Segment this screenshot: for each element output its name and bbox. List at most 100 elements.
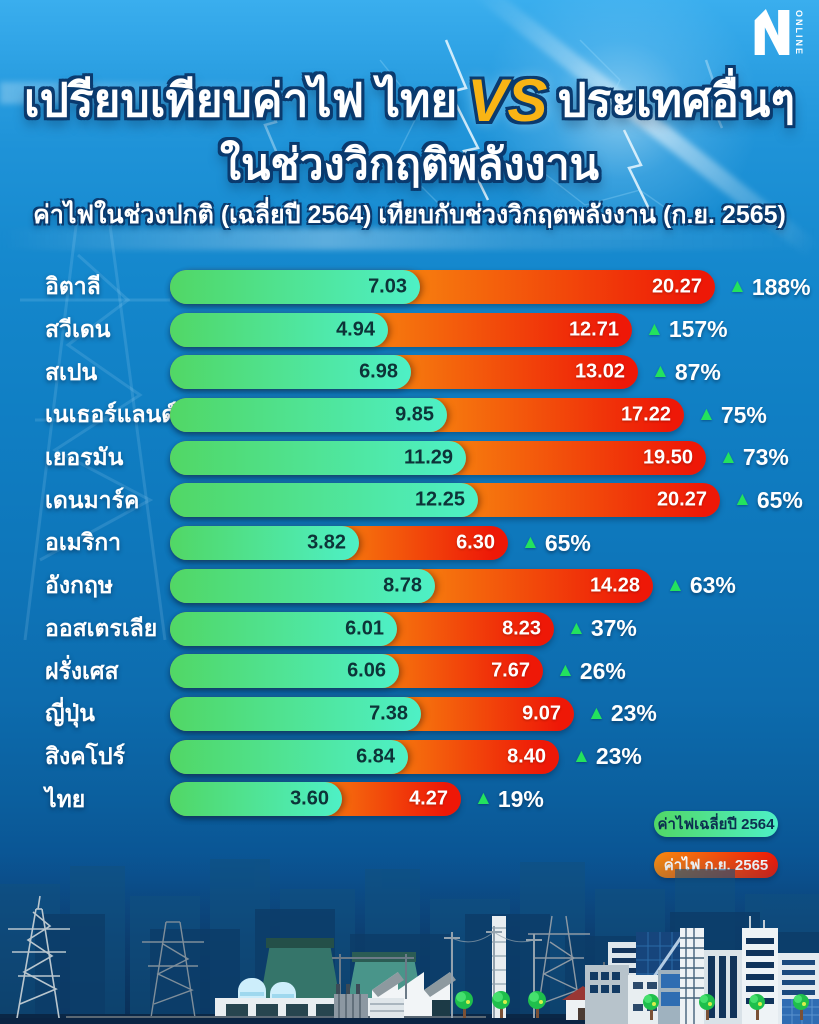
up-triangle-icon: ▲ [556, 660, 575, 682]
bar-track: 20.27 12.25 ▲ 65% [170, 483, 819, 518]
normal-bar: 9.85 [170, 398, 447, 433]
crisis-value: 9.07 [522, 702, 561, 725]
trees-right [643, 994, 809, 1020]
change-percent: ▲ 157% [645, 313, 728, 347]
legend-normal-pill: ค่าไฟเฉลี่ยปี 2564 [654, 811, 778, 837]
chart-row: ไทย 4.27 3.60 ▲ 19% [0, 778, 819, 821]
bar-track: 13.02 6.98 ▲ 87% [170, 355, 819, 390]
change-percent: ▲ 63% [666, 569, 736, 603]
normal-value: 6.01 [345, 617, 384, 639]
up-triangle-icon: ▲ [474, 788, 493, 810]
percent-text: 19% [497, 785, 544, 812]
chart-row: อเมริกา 6.30 3.82 ▲ 65% [0, 522, 819, 565]
bar-track: 4.27 3.60 ▲ 19% [170, 782, 819, 817]
normal-value: 6.84 [356, 745, 395, 768]
crisis-value: 20.27 [656, 488, 707, 511]
normal-value: 8.78 [383, 574, 422, 597]
crisis-value: 20.27 [651, 275, 702, 298]
change-percent: ▲ 37% [567, 612, 637, 646]
country-label: เนเธอร์แลนด์ [45, 401, 177, 428]
bar-track: 20.27 7.03 ▲ 188% [170, 270, 819, 304]
crisis-value: 12.71 [568, 318, 619, 341]
country-label: สวีเดน [45, 316, 111, 343]
normal-bar: 4.94 [170, 312, 388, 347]
normal-bar: 6.06 [170, 654, 399, 689]
change-percent: ▲ 65% [521, 526, 591, 560]
chart-row: อังกฤษ 14.28 8.78 ▲ 63% [0, 565, 819, 608]
normal-value: 9.85 [395, 403, 434, 426]
change-percent: ▲ 87% [651, 355, 721, 389]
crisis-value: 6.30 [456, 531, 495, 554]
percent-text: 37% [590, 615, 637, 641]
chart-row: ฝรั่งเศส 7.67 6.06 ▲ 26% [0, 650, 819, 693]
country-label: ไทย [45, 785, 86, 812]
normal-value: 3.60 [290, 787, 329, 810]
normal-bar: 7.03 [170, 270, 420, 304]
normal-bar: 7.38 [170, 696, 421, 731]
up-triangle-icon: ▲ [728, 276, 747, 297]
title-line2-text: ในช่วงวิกฤติพลังงาน [219, 141, 600, 189]
normal-value: 7.38 [369, 702, 408, 725]
crisis-value: 8.23 [502, 617, 541, 639]
normal-bar: 11.29 [170, 440, 466, 475]
bar-track: 9.07 7.38 ▲ 23% [170, 696, 819, 731]
subtitle: ค่าไฟในช่วงปกติ (เฉลี่ยปี 2564) เทียบกับ… [33, 201, 786, 229]
country-label: ญี่ปุ่น [45, 700, 95, 727]
crisis-value: 19.50 [642, 446, 693, 469]
change-percent: ▲ 23% [587, 697, 657, 731]
normal-bar: 6.84 [170, 739, 408, 774]
chart-row: ออสเตรเลีย 8.23 6.01 ▲ 37% [0, 608, 819, 651]
page-title-line1: เปรียบเทียบค่าไฟ ไทย VS ประเทศอื่นๆ [0, 56, 819, 144]
percent-text: 157% [668, 316, 728, 343]
change-percent: ▲ 23% [572, 740, 642, 774]
normal-bar: 8.78 [170, 568, 435, 603]
percent-text: 188% [751, 273, 811, 300]
percent-text: 73% [742, 444, 789, 471]
country-label: อเมริกา [45, 529, 122, 556]
normal-value: 6.98 [359, 360, 398, 383]
up-triangle-icon: ▲ [645, 318, 664, 340]
country-label: อังกฤษ [45, 572, 114, 599]
change-percent: ▲ 188% [728, 270, 811, 304]
page-title-line2: ในช่วงวิกฤติพลังงาน [0, 134, 819, 194]
chart-row: เนเธอร์แลนด์ 17.22 9.85 ▲ 75% [0, 394, 819, 437]
country-label: เดนมาร์ค [45, 486, 140, 513]
normal-bar: 3.82 [170, 526, 359, 561]
change-percent: ▲ 26% [556, 654, 626, 688]
normal-bar: 6.98 [170, 355, 411, 390]
bar-track: 6.30 3.82 ▲ 65% [170, 526, 819, 561]
up-triangle-icon: ▲ [651, 361, 670, 383]
crisis-value: 8.40 [507, 745, 546, 768]
country-label: ฝรั่งเศส [45, 657, 119, 684]
normal-value: 12.25 [414, 488, 465, 511]
chart-row: เยอรมัน 19.50 11.29 ▲ 73% [0, 437, 819, 480]
transmission-tower-small [142, 921, 204, 1024]
up-triangle-icon: ▲ [587, 702, 606, 724]
percent-text: 65% [756, 486, 803, 513]
bar-track: 12.71 4.94 ▲ 157% [170, 312, 819, 347]
normal-bar: 12.25 [170, 483, 478, 518]
up-triangle-icon: ▲ [567, 617, 586, 639]
bar-track: 17.22 9.85 ▲ 75% [170, 398, 819, 433]
up-triangle-icon: ▲ [666, 574, 685, 596]
up-triangle-icon: ▲ [572, 745, 591, 767]
country-label: สิงคโปร์ [45, 742, 125, 769]
chart-row: สวีเดน 12.71 4.94 ▲ 157% [0, 309, 819, 352]
normal-value: 11.29 [404, 446, 453, 469]
chart-row: เดนมาร์ค 20.27 12.25 ▲ 65% [0, 479, 819, 522]
chart-row: สิงคโปร์ 8.40 6.84 ▲ 23% [0, 736, 819, 779]
country-label: อิตาลี [45, 273, 101, 300]
normal-value: 3.82 [307, 531, 346, 554]
trees-left [455, 991, 546, 1018]
up-triangle-icon: ▲ [719, 446, 738, 468]
bar-chart: อิตาลี 20.27 7.03 ▲ 188% สวีเดน 12.71 4.… [0, 266, 819, 821]
nation-n-icon [754, 9, 790, 55]
bar-track: 8.40 6.84 ▲ 23% [170, 739, 819, 774]
bar-track: 7.67 6.06 ▲ 26% [170, 654, 819, 689]
up-triangle-icon: ▲ [521, 532, 540, 554]
nation-online-logo: ONLINE [752, 8, 804, 56]
crisis-value: 7.67 [491, 659, 530, 682]
percent-text: 75% [720, 401, 767, 428]
normal-value: 6.06 [347, 659, 386, 682]
